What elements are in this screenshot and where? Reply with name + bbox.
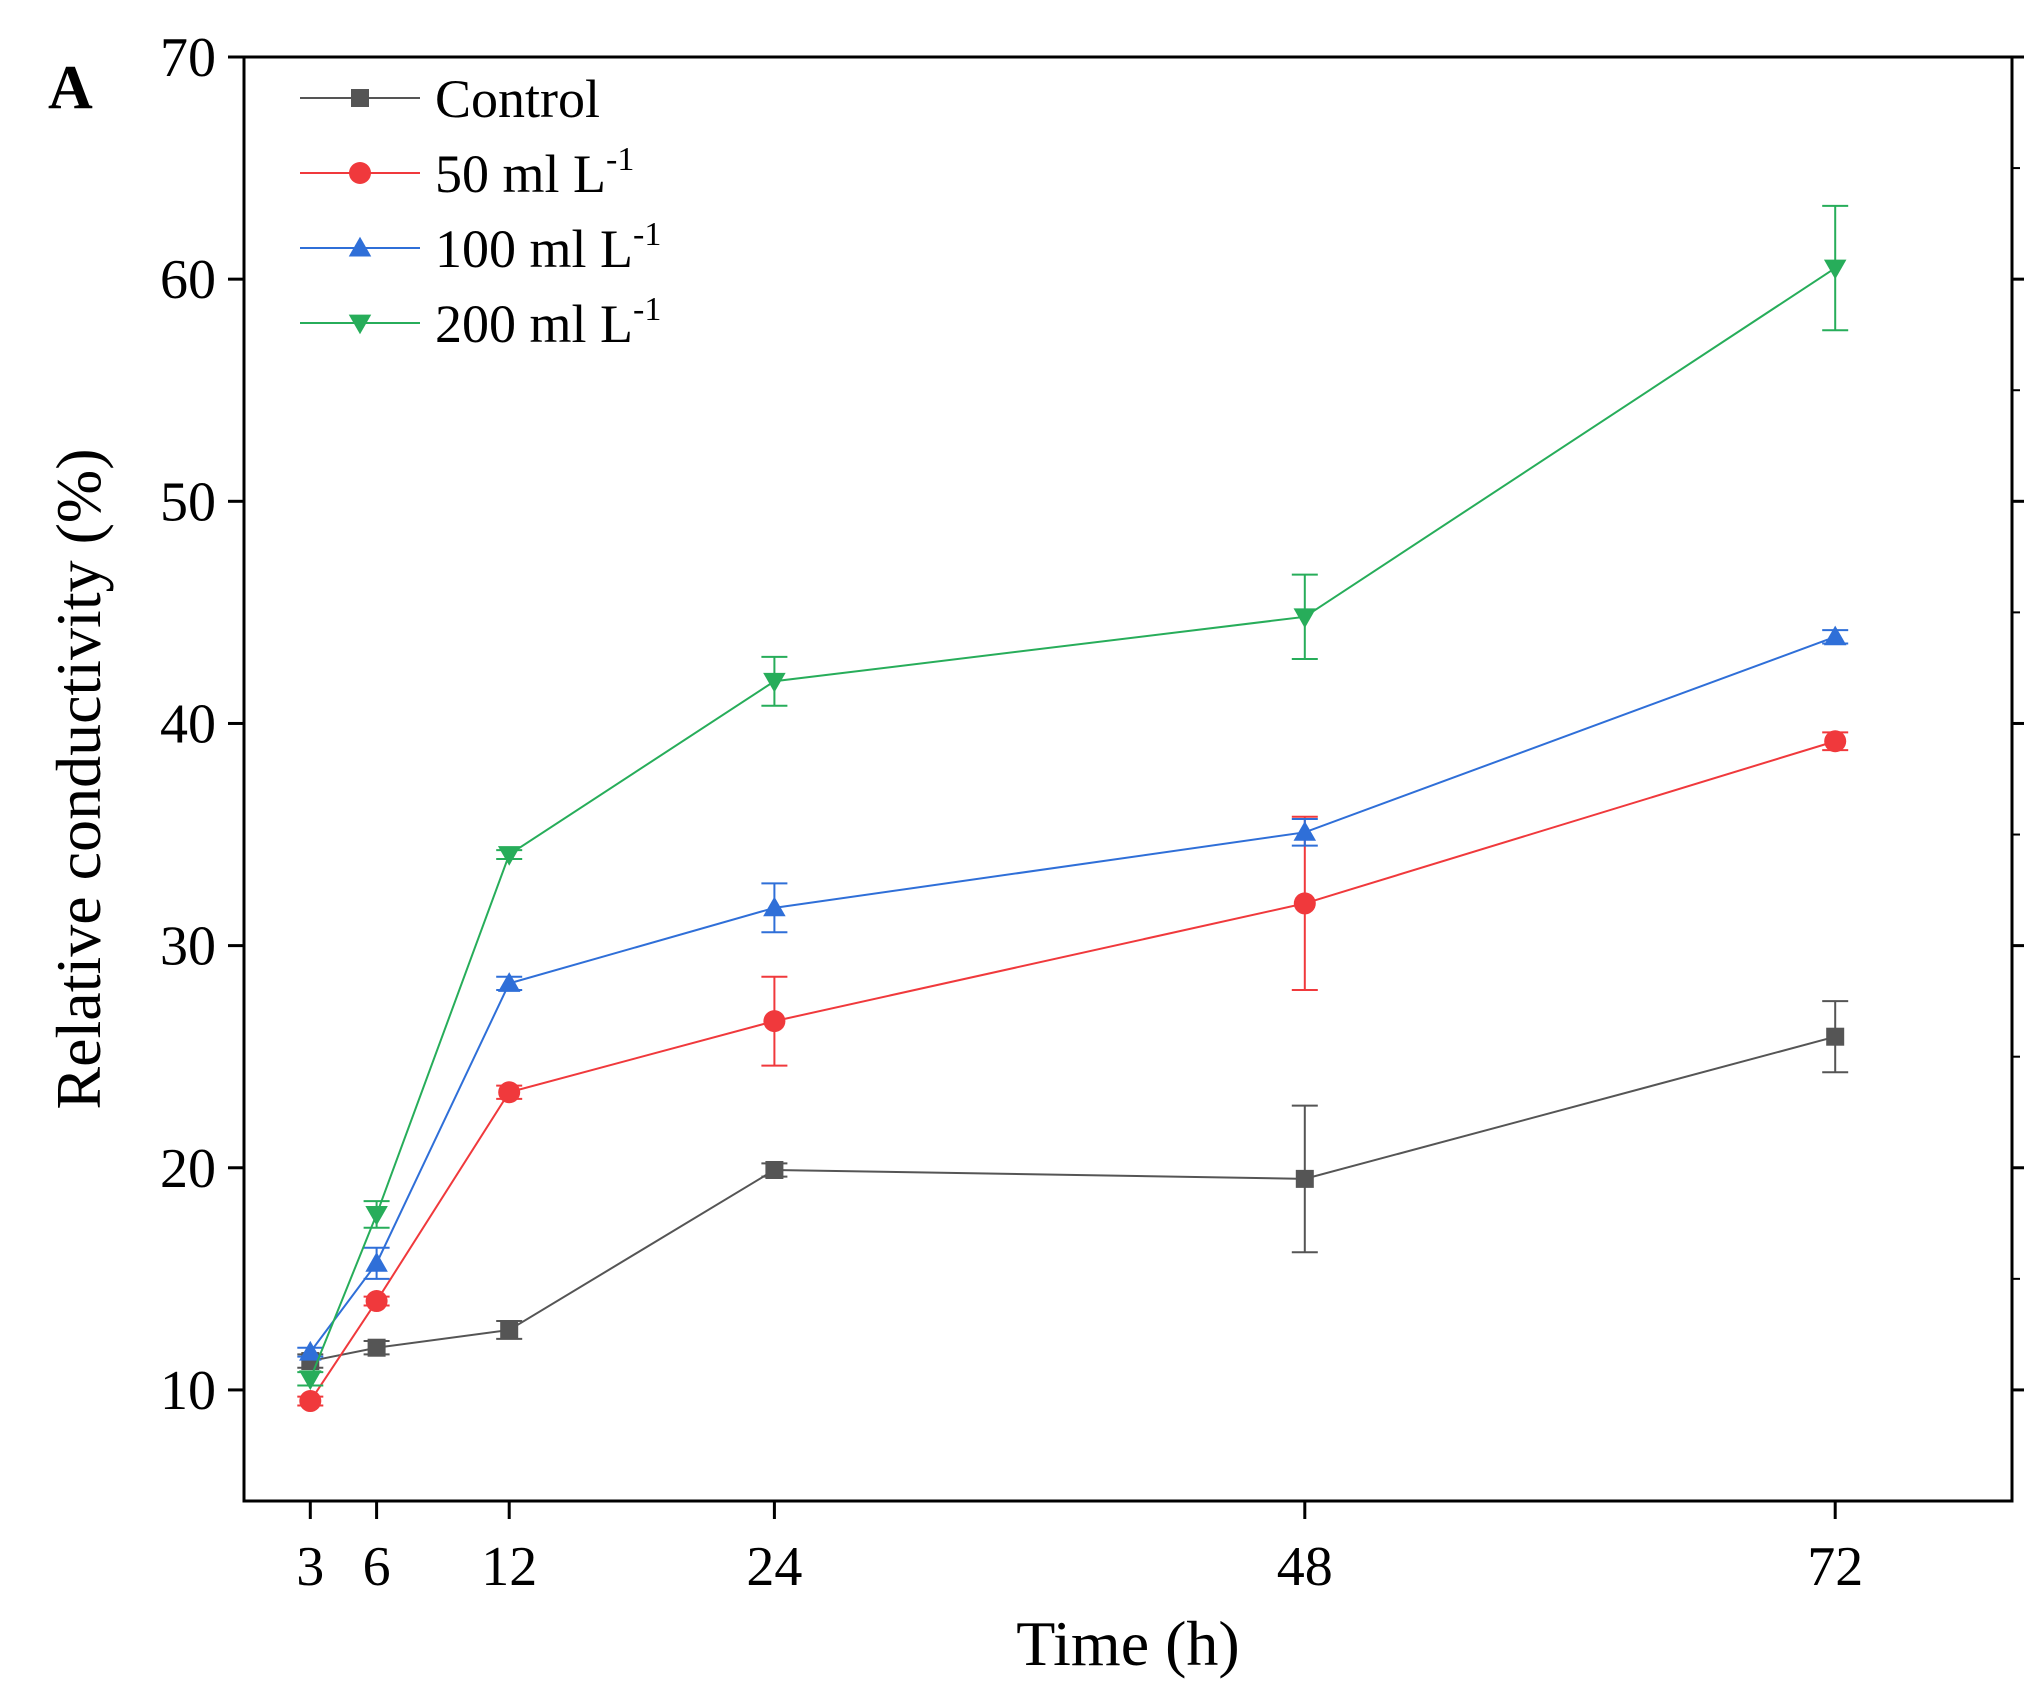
- series-layer: [297, 204, 1849, 1413]
- data-point: [1295, 1169, 1314, 1188]
- data-point: [365, 1205, 388, 1226]
- data-point: [1823, 625, 1847, 646]
- legend-label-text: 100 ml L: [435, 219, 633, 279]
- legend-marker-0: [351, 89, 369, 107]
- y-tick-label-20: 20: [160, 1138, 216, 1200]
- data-point: [765, 1160, 784, 1179]
- data-point: [299, 1370, 322, 1391]
- legend-label-text: 50 ml L: [435, 144, 606, 204]
- y-tick-label-60: 60: [160, 249, 216, 311]
- data-point: [365, 1290, 388, 1313]
- x-tick-label-6: 6: [363, 1536, 391, 1598]
- y-axis-label: Relative conductivity (%): [43, 448, 114, 1109]
- legend-label-2: 100 ml L-1: [435, 216, 661, 279]
- axes-layer: 10 20 30 40 50 60 70 3 6 12 24 48 72: [160, 27, 2024, 1598]
- legend-label-0: Control: [435, 69, 600, 129]
- data-point: [299, 1340, 322, 1361]
- plot-frame: [242, 55, 2014, 1503]
- x-tick-label-3: 3: [296, 1536, 324, 1598]
- y-tick-label-40: 40: [160, 693, 216, 755]
- x-tick-label-24: 24: [746, 1536, 802, 1598]
- legend-label-text: 200 ml L: [435, 294, 633, 354]
- y-tick-label-50: 50: [160, 471, 216, 533]
- data-point: [498, 1081, 521, 1104]
- legend-label-1: 50 ml L-1: [435, 141, 634, 204]
- legend-label-superscript: -1: [633, 216, 661, 253]
- y-tick-label-30: 30: [160, 916, 216, 978]
- data-point: [1293, 821, 1317, 841]
- x-tick-label-72: 72: [1807, 1536, 1863, 1598]
- series-line: [309, 267, 1836, 1380]
- legend-marker-2: [348, 236, 372, 257]
- data-point: [1293, 608, 1317, 629]
- series-line: [309, 740, 1836, 1402]
- legend-marker-3: [348, 314, 372, 335]
- data-point: [1293, 892, 1316, 915]
- series-line: [310, 1035, 1836, 1363]
- y-tick-label-10: 10: [160, 1360, 216, 1422]
- data-point: [497, 846, 521, 866]
- legend-label-superscript: -1: [606, 141, 634, 178]
- data-point: [367, 1338, 386, 1357]
- data-point: [1826, 1027, 1845, 1046]
- data-point: [763, 896, 786, 917]
- series-0: [297, 1000, 1849, 1371]
- legend-marker-1: [349, 162, 371, 184]
- legend-label-text: Control: [435, 69, 600, 129]
- data-point: [497, 972, 521, 992]
- data-point: [500, 1320, 519, 1339]
- series-2: [297, 625, 1849, 1361]
- data-point: [365, 1252, 388, 1272]
- legend-label-3: 200 ml L-1: [435, 291, 661, 354]
- data-point: [763, 1010, 786, 1033]
- series-3: [297, 204, 1849, 1391]
- legend-label-superscript: -1: [633, 291, 661, 328]
- y-tick-label-70: 70: [160, 27, 216, 89]
- series-1: [297, 730, 1849, 1413]
- data-point: [1823, 259, 1847, 280]
- x-tick-label-12: 12: [481, 1536, 537, 1598]
- panel-label: A: [48, 54, 93, 122]
- x-tick-label-48: 48: [1277, 1536, 1333, 1598]
- data-point: [763, 672, 786, 693]
- data-point: [299, 1390, 322, 1413]
- data-point: [1824, 730, 1847, 753]
- x-axis-label: Time (h): [1016, 1608, 1239, 1679]
